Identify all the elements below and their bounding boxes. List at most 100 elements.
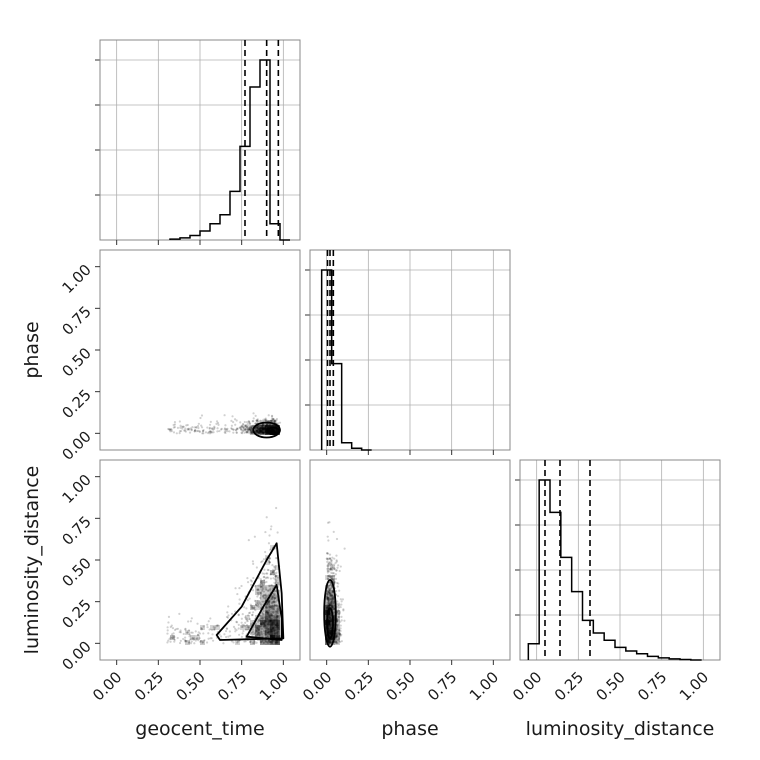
scatter-point	[276, 616, 279, 619]
scatter-point	[326, 575, 329, 578]
scatter-point	[213, 427, 216, 430]
scatter-point	[257, 589, 260, 592]
scatter-point	[184, 627, 187, 630]
scatter-point	[270, 525, 273, 528]
scatter-point	[274, 574, 277, 577]
scatter-panel-geocent_time-vs-luminosity_distance	[95, 459, 301, 665]
scatter-point	[169, 428, 172, 431]
scatter-point	[242, 426, 246, 429]
density-cell	[255, 605, 260, 610]
scatter-point	[256, 425, 259, 428]
scatter-point	[263, 632, 266, 635]
scatter-point	[276, 615, 279, 618]
scatter-point	[215, 422, 218, 425]
scatter-point	[183, 429, 186, 432]
scatter-point	[261, 639, 264, 642]
scatter-point	[273, 419, 277, 422]
scatter-point	[195, 426, 198, 429]
scatter-point	[264, 587, 268, 591]
density-cell	[330, 605, 335, 610]
scatter-point	[247, 614, 250, 617]
scatter-point	[251, 426, 254, 429]
density-cell	[265, 620, 270, 625]
scatter-point	[327, 564, 330, 568]
hist-panel-luminosity_distance	[515, 459, 721, 661]
scatter-point	[274, 575, 277, 578]
scatter-point	[253, 606, 256, 609]
scatter-point	[243, 606, 246, 609]
scatter-point	[260, 641, 263, 644]
density-cell	[255, 425, 260, 430]
scatter-point	[225, 428, 229, 431]
scatter-point	[327, 591, 330, 594]
contour-inner	[266, 426, 281, 436]
scatter-point	[272, 611, 275, 614]
scatter-point	[255, 603, 258, 606]
scatter-point	[269, 612, 272, 615]
scatter-point	[260, 631, 263, 634]
density-cell	[325, 595, 330, 600]
scatter-point	[178, 430, 182, 433]
scatter-point	[257, 631, 260, 635]
scatter-point	[198, 632, 202, 635]
scatter-point	[263, 581, 267, 584]
scatter-point	[273, 578, 276, 581]
scatter-point	[198, 429, 201, 433]
scatter-point	[251, 634, 254, 637]
scatter-point	[335, 640, 338, 644]
scatter-point	[255, 622, 258, 626]
scatter-point	[196, 637, 199, 640]
scatter-point	[173, 628, 177, 632]
scatter-point	[262, 594, 265, 597]
density-cell	[325, 600, 330, 605]
scatter-point	[269, 573, 272, 576]
scatter-point	[210, 430, 213, 433]
scatter-point	[245, 431, 249, 434]
scatter-point	[328, 561, 332, 564]
scatter-point	[234, 630, 237, 633]
scatter-point	[326, 601, 329, 604]
density-cell	[265, 600, 270, 605]
scatter-point	[262, 625, 265, 628]
scatter-point	[326, 552, 330, 555]
scatter-point	[269, 528, 272, 531]
scatter-point	[235, 427, 239, 430]
scatter-point	[262, 576, 265, 579]
scatter-point	[261, 640, 264, 643]
scatter-point	[235, 431, 238, 434]
scatter-point	[325, 557, 328, 560]
scatter-point	[173, 635, 176, 639]
scatter-point	[329, 575, 332, 578]
scatter-point	[241, 430, 244, 433]
scatter-point	[265, 606, 268, 609]
scatter-point	[182, 637, 185, 641]
scatter-point	[262, 558, 265, 561]
scatter-point	[335, 642, 338, 645]
scatter-point	[331, 606, 335, 609]
scatter-point	[255, 431, 258, 434]
scatter-point	[244, 428, 247, 431]
scatter-point	[329, 587, 332, 590]
scatter-point	[336, 581, 339, 585]
scatter-point	[273, 566, 277, 570]
scatter-point	[260, 585, 263, 589]
scatter-point	[250, 431, 253, 434]
scatter-point	[338, 639, 341, 643]
scatter-point	[244, 628, 248, 631]
scatter-point	[271, 571, 274, 574]
scatter-point	[267, 605, 271, 608]
scatter-point	[261, 584, 264, 587]
scatter-point	[173, 426, 177, 429]
scatter-point	[194, 630, 197, 633]
scatter-point	[171, 636, 174, 640]
scatter-point	[265, 580, 268, 584]
scatter-point	[207, 632, 210, 635]
scatter-point	[326, 598, 330, 601]
scatter-point	[199, 640, 203, 643]
scatter-point	[172, 632, 175, 635]
scatter-point	[211, 633, 214, 636]
scatter-point	[207, 637, 210, 640]
scatter-point	[243, 420, 246, 424]
scatter-point	[330, 604, 333, 607]
